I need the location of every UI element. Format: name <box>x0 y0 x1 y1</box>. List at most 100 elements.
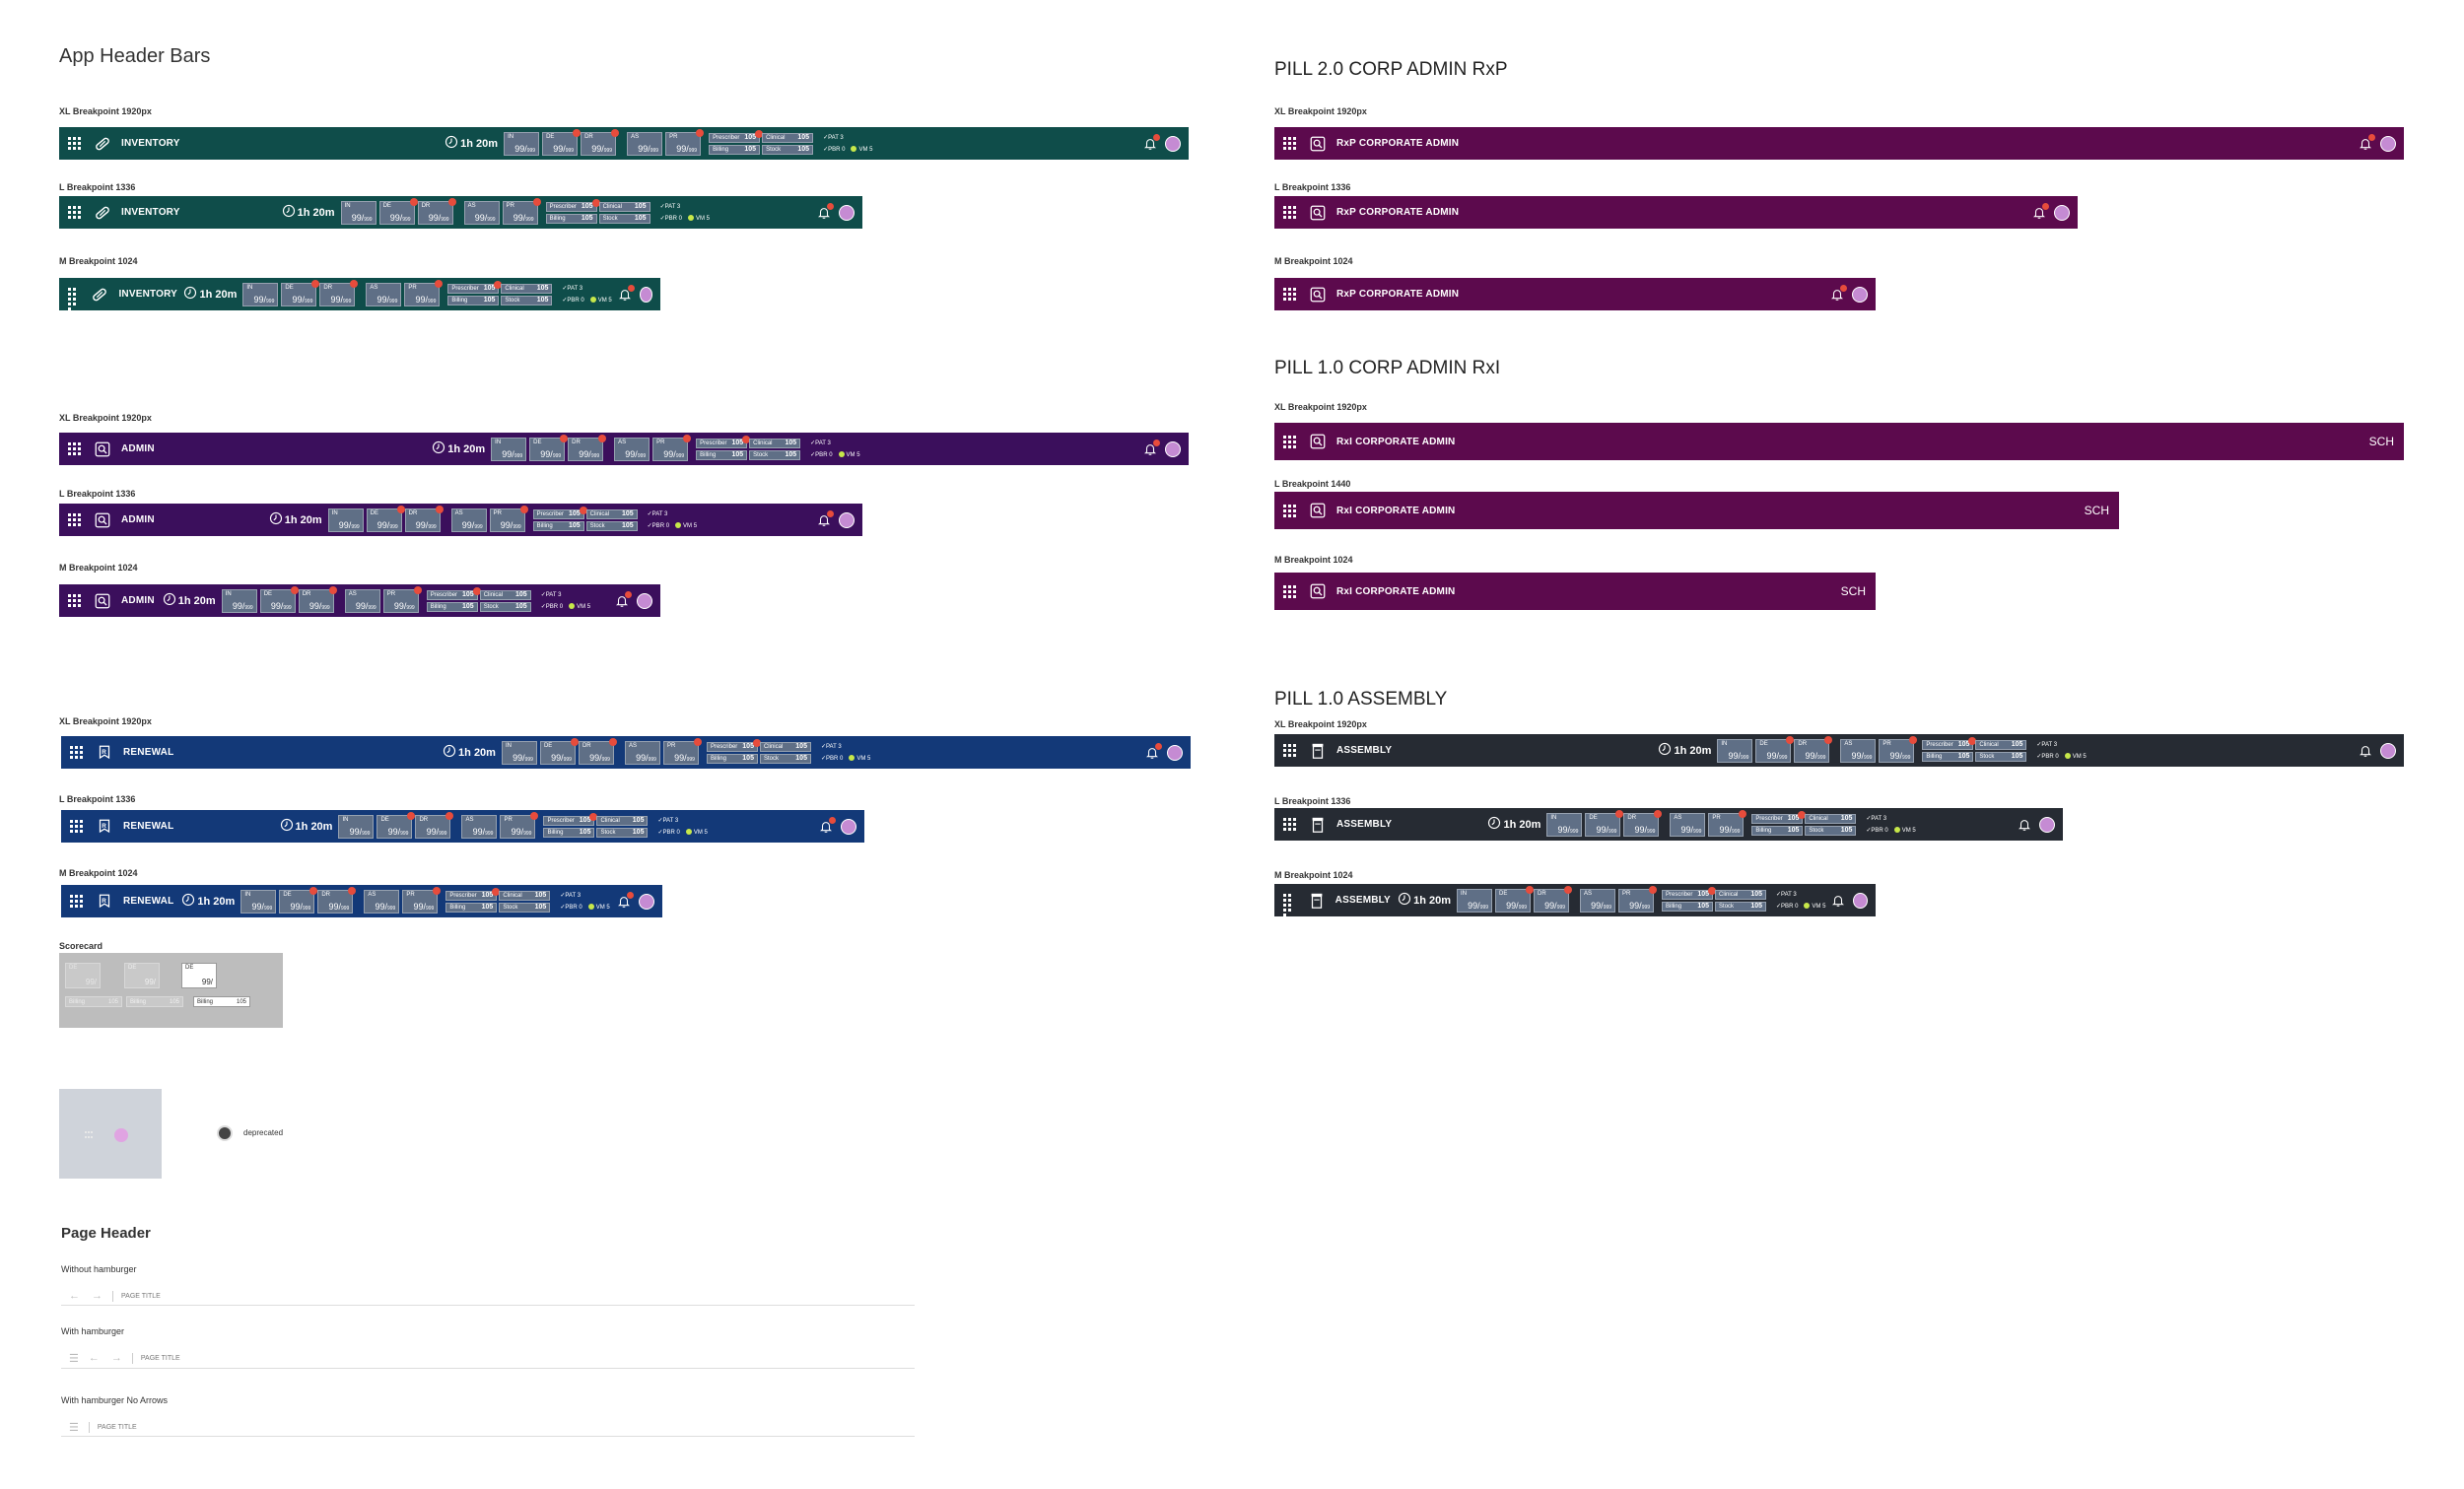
waffle-icon[interactable] <box>68 513 81 526</box>
metric-tile-dr[interactable]: DR 99/999 <box>1794 735 1833 763</box>
metric-tile-in[interactable]: IN 99/999 <box>327 508 364 532</box>
billing-cell[interactable]: Billing 105 <box>706 753 758 764</box>
stock-cell[interactable]: Stock 105 <box>1715 901 1767 912</box>
metric-tile-de[interactable]: DE 99/999 <box>539 737 579 765</box>
avatar[interactable] <box>2054 204 2070 221</box>
scorecard-billing-active[interactable]: Billing 105 <box>193 996 250 1007</box>
store-code-badge[interactable]: SCH <box>2084 504 2109 517</box>
metric-tile-as[interactable]: AS 99/999 <box>463 200 500 225</box>
metric-tile-in[interactable]: IN 99/999 <box>501 740 537 765</box>
metric-tile-as[interactable]: AS 99/999 <box>624 740 660 765</box>
metric-tile-as[interactable]: AS 99/999 <box>366 282 402 306</box>
prescriber-cell[interactable]: Prescriber 105 <box>1922 736 1977 750</box>
prescriber-cell[interactable]: Prescriber 105 <box>426 586 481 600</box>
prescriber-cell[interactable]: Prescriber 105 <box>1751 810 1807 824</box>
clinical-cell[interactable]: Clinical 105 <box>585 508 638 519</box>
waffle-icon[interactable] <box>1283 435 1296 448</box>
waffle-icon[interactable] <box>68 594 81 607</box>
metric-tile-as[interactable]: AS 99/999 <box>364 889 400 914</box>
stock-cell[interactable]: Stock 105 <box>1975 751 2027 762</box>
back-arrow-icon[interactable]: ← <box>88 1352 100 1364</box>
metric-tile-dr[interactable]: DR 99/999 <box>1623 809 1663 837</box>
metric-tile-as[interactable]: AS 99/999 <box>450 508 487 532</box>
billing-cell[interactable]: Billing 105 <box>1922 751 1974 762</box>
metric-tile-in[interactable]: IN 99/999 <box>340 200 376 225</box>
metric-tile-de[interactable]: DE 99/999 <box>281 279 320 306</box>
metric-tile-pr[interactable]: PR 99/999 <box>1879 735 1918 763</box>
metric-tile-pr[interactable]: PR 99/999 <box>502 197 541 225</box>
metric-tile-pr[interactable]: PR 99/999 <box>1708 809 1747 837</box>
avatar[interactable] <box>639 893 654 910</box>
waffle-icon[interactable] <box>68 137 81 150</box>
store-code-badge[interactable]: SCH <box>2368 435 2394 448</box>
metric-tile-de[interactable]: DE 99/999 <box>279 886 318 914</box>
avatar[interactable] <box>839 511 855 528</box>
metric-tile-de[interactable]: DE 99/999 <box>542 128 582 156</box>
queue-timer[interactable]: 1h 20m <box>443 744 496 761</box>
metric-tile-in[interactable]: IN 99/999 <box>338 814 375 839</box>
prescriber-cell[interactable]: Prescriber 105 <box>543 812 598 826</box>
waffle-icon[interactable] <box>68 442 81 455</box>
avatar[interactable] <box>1165 135 1181 152</box>
metric-tile-in[interactable]: IN 99/999 <box>1717 738 1753 763</box>
avatar[interactable] <box>2380 742 2396 759</box>
avatar[interactable] <box>1165 440 1181 457</box>
store-code-badge[interactable]: SCH <box>1840 584 1866 598</box>
clinical-cell[interactable]: Clinical 105 <box>762 132 814 143</box>
stock-cell[interactable]: Stock 105 <box>1805 825 1857 836</box>
avatar[interactable] <box>639 286 652 303</box>
billing-cell[interactable]: Billing 105 <box>445 902 498 913</box>
bell-icon[interactable] <box>817 509 834 527</box>
clinical-cell[interactable]: Clinical 105 <box>596 815 649 826</box>
metric-tile-de[interactable]: DE 99/999 <box>378 197 418 225</box>
metric-tile-dr[interactable]: DR 99/999 <box>578 737 617 765</box>
scorecard-tile-active[interactable]: DE 99/ <box>181 963 217 988</box>
waffle-icon[interactable] <box>70 746 83 759</box>
metric-tile-dr[interactable]: DR 99/999 <box>581 128 620 156</box>
billing-cell[interactable]: Billing 105 <box>545 213 597 224</box>
clinical-cell[interactable]: Clinical 105 <box>499 890 551 901</box>
queue-timer[interactable]: 1h 20m <box>269 511 322 528</box>
metric-tile-dr[interactable]: DR 99/999 <box>568 434 607 461</box>
bell-icon[interactable] <box>2359 133 2375 151</box>
metric-tile-as[interactable]: AS 99/999 <box>344 588 380 613</box>
avatar[interactable] <box>1167 744 1183 761</box>
queue-timer[interactable]: 1h 20m <box>432 440 485 457</box>
metric-tile-in[interactable]: IN 99/999 <box>491 437 527 461</box>
metric-tile-pr[interactable]: PR 99/999 <box>402 886 442 914</box>
avatar[interactable] <box>637 592 652 609</box>
waffle-icon[interactable] <box>1283 894 1295 916</box>
waffle-icon[interactable] <box>70 895 83 908</box>
waffle-icon[interactable] <box>1283 744 1296 757</box>
prescriber-cell[interactable]: Prescriber 105 <box>447 280 503 294</box>
clinical-cell[interactable]: Clinical 105 <box>1715 889 1767 900</box>
metric-tile-pr[interactable]: PR 99/999 <box>404 279 444 306</box>
metric-tile-dr[interactable]: DR 99/999 <box>415 811 454 839</box>
billing-cell[interactable]: Billing 105 <box>1662 901 1714 912</box>
queue-timer[interactable]: 1h 20m <box>445 135 498 152</box>
queue-timer[interactable]: 1h 20m <box>282 204 335 221</box>
metric-tile-pr[interactable]: PR 99/999 <box>665 128 705 156</box>
metric-tile-as[interactable]: AS 99/999 <box>614 437 650 461</box>
billing-cell[interactable]: Billing 105 <box>709 144 761 155</box>
waffle-icon[interactable] <box>1283 137 1296 150</box>
metric-tile-pr[interactable]: PR 99/999 <box>500 811 539 839</box>
waffle-icon[interactable] <box>1283 288 1296 301</box>
bell-icon[interactable] <box>819 816 836 834</box>
bell-icon[interactable] <box>1143 133 1160 151</box>
metric-tile-pr[interactable]: PR 99/999 <box>652 434 692 461</box>
metric-tile-pr[interactable]: PR 99/999 <box>1618 885 1658 913</box>
metric-tile-dr[interactable]: DR 99/999 <box>298 585 337 613</box>
waffle-icon[interactable] <box>1283 818 1296 831</box>
bell-icon[interactable] <box>2018 818 2031 832</box>
metric-tile-as[interactable]: AS 99/999 <box>1840 738 1877 763</box>
waffle-icon[interactable] <box>68 206 81 219</box>
stock-cell[interactable]: Stock 105 <box>759 753 811 764</box>
prescriber-cell[interactable]: Prescriber 105 <box>545 198 600 212</box>
forward-arrow-icon[interactable]: → <box>92 1290 103 1302</box>
prescriber-cell[interactable]: Prescriber 105 <box>706 738 761 752</box>
metric-tile-de[interactable]: DE 99/999 <box>1755 735 1795 763</box>
bell-icon[interactable] <box>615 590 632 608</box>
bell-icon[interactable] <box>618 284 635 302</box>
metric-tile-as[interactable]: AS 99/999 <box>1580 888 1616 913</box>
